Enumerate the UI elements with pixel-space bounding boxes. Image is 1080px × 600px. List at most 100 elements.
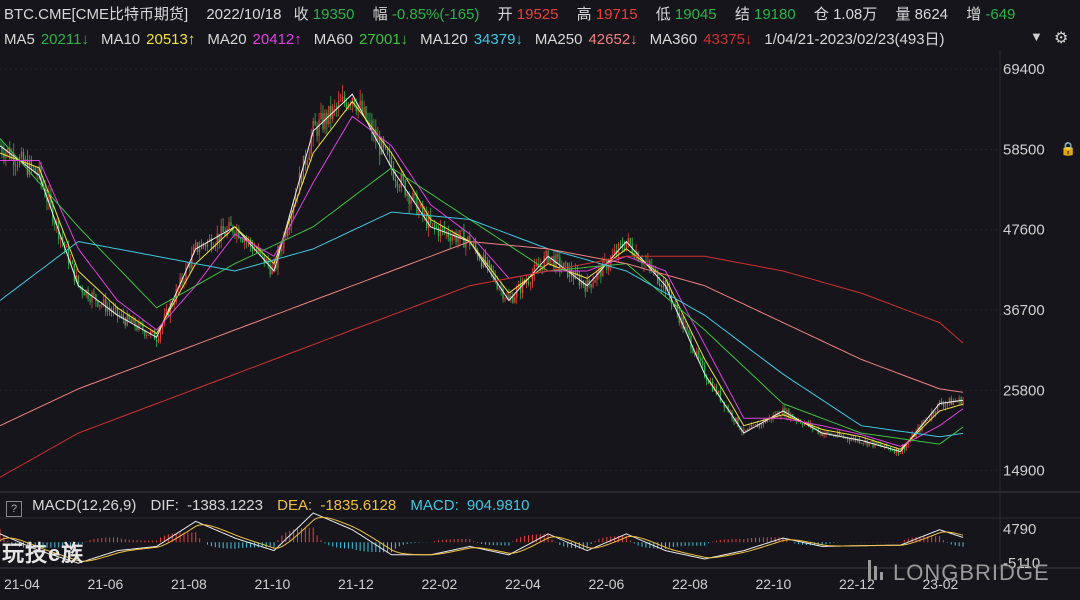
candle-body: [588, 279, 590, 285]
candle-body: [365, 106, 367, 121]
candle-body: [324, 113, 326, 130]
candle-body: [545, 251, 547, 257]
candle-body: [60, 237, 62, 240]
candle-body: [7, 148, 9, 153]
gear-icon[interactable]: ⚙: [1054, 30, 1069, 47]
candle-body: [81, 287, 83, 293]
candle-body: [698, 351, 700, 359]
candle-body: [220, 225, 222, 242]
help-icon[interactable]: ?: [6, 501, 22, 517]
candle-body: [525, 281, 528, 284]
candle-body: [555, 254, 557, 268]
candle-body: [608, 265, 610, 270]
lock-icon[interactable]: 🔒: [1060, 141, 1077, 156]
close-label: 收: [293, 6, 309, 23]
macd-title: MACD(12,26,9): [32, 497, 137, 514]
candle-body: [704, 365, 706, 378]
candle-body: [474, 242, 477, 250]
candle-body: [860, 442, 862, 444]
oichg-value: -649: [985, 6, 1016, 23]
candle-body: [508, 295, 510, 299]
candle-body: [384, 147, 387, 148]
candle-body: [666, 283, 669, 292]
candle-body: [390, 157, 393, 169]
ytick-label: 36700: [1003, 302, 1045, 319]
open-value: 19525: [516, 6, 559, 23]
candle-body: [159, 330, 162, 339]
candle-body: [93, 292, 95, 295]
candle-body: [101, 304, 103, 306]
candle-body: [815, 428, 817, 430]
candle-body: [858, 438, 860, 443]
candle-body: [750, 425, 753, 428]
candle-body: [99, 304, 101, 307]
candle-body: [240, 238, 242, 240]
candle-body: [925, 420, 927, 423]
candle-body: [649, 260, 651, 266]
ma-label-ma250: MA250: [534, 31, 583, 48]
ma-legend: MA5 20211↓ MA10 20513↑ MA20 20412↑ MA60 27001↓ M…: [4, 28, 1080, 49]
candle-body: [126, 314, 128, 326]
date-range[interactable]: 1/04/21-2023/02/23(493日): [764, 31, 945, 48]
ytick-label: 69400: [1003, 61, 1045, 78]
candle-body: [886, 443, 888, 448]
candle-body: [238, 228, 240, 239]
candle-body: [355, 105, 357, 112]
candle-body: [780, 416, 782, 417]
candle-body: [486, 260, 489, 266]
candle-body: [185, 267, 187, 282]
candle-body: [790, 414, 792, 419]
candle-body: [688, 330, 690, 336]
candle-body: [553, 256, 555, 268]
candle-body: [934, 412, 937, 414]
candle-body: [484, 254, 487, 266]
candle-body: [242, 239, 244, 243]
candle-body: [16, 165, 19, 167]
candle-body: [15, 165, 17, 167]
candle-body: [402, 174, 404, 181]
macd-ytick-bottom: -5110: [1003, 555, 1040, 572]
candle-body: [157, 338, 160, 342]
longbridge-logo-icon: [868, 560, 883, 580]
xtick-label: 22-08: [672, 576, 708, 592]
candle-body: [958, 397, 960, 402]
candle-body: [584, 284, 586, 292]
candle-body: [287, 229, 289, 237]
xtick-label: 21-08: [171, 576, 207, 592]
candle-body: [11, 153, 13, 159]
candle-body: [226, 228, 228, 236]
macd-ytick-top: 4790: [1003, 521, 1036, 538]
candle-body: [199, 249, 201, 253]
candle-body: [919, 427, 921, 431]
chevron-down-icon[interactable]: ▼: [1030, 29, 1043, 44]
candle-body: [749, 427, 751, 429]
candle-body: [905, 444, 907, 450]
candle-body: [273, 263, 275, 266]
candle-body: [277, 250, 279, 269]
candle-body: [623, 248, 626, 250]
candle-body: [557, 254, 559, 258]
candle-body: [655, 269, 657, 271]
candle-body: [394, 179, 397, 182]
ma-line-ma360: [0, 255, 964, 478]
candle-body: [406, 193, 408, 196]
macd-value: 904.9810: [466, 497, 530, 514]
settle-label: 结: [734, 6, 750, 23]
candle-body: [929, 418, 931, 420]
candle-body: [549, 257, 551, 264]
candle-body: [85, 289, 87, 296]
candle-body: [107, 307, 109, 312]
ma-value-ma5: 20211↓: [40, 31, 89, 48]
candle-body: [960, 397, 962, 405]
candle-body: [956, 401, 958, 403]
candle-body: [396, 181, 399, 187]
low-label: 低: [655, 6, 671, 23]
candle-body: [719, 390, 721, 401]
candle-body: [494, 274, 496, 283]
candle-body: [878, 443, 880, 445]
candle-body: [253, 249, 256, 251]
candle-body: [443, 227, 445, 232]
candle-body: [3, 152, 5, 158]
ma-value-ma60: 27001↓: [358, 31, 409, 48]
